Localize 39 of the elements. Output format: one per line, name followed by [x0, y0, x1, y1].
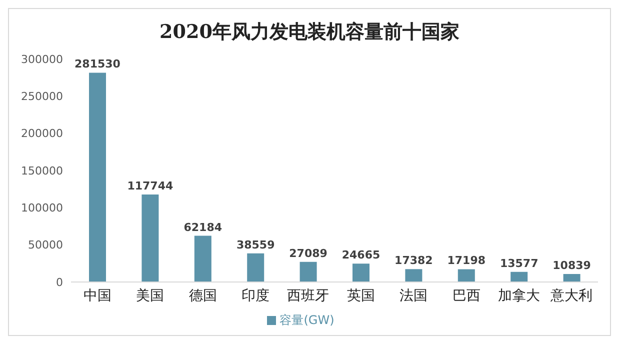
- x-tick-label: 中国: [83, 288, 112, 304]
- bar: [405, 269, 422, 282]
- y-tick-label: 200000: [21, 127, 63, 140]
- data-label: 281530: [74, 58, 121, 71]
- y-tick-label: 300000: [21, 52, 63, 66]
- x-tick-label: 印度: [241, 288, 270, 304]
- x-tick-label: 德国: [188, 288, 217, 304]
- data-label: 27089: [289, 246, 328, 260]
- y-tick-label: 0: [56, 276, 63, 289]
- data-label: 17198: [447, 254, 486, 268]
- data-label: 38559: [236, 238, 275, 252]
- y-tick-label: 250000: [21, 90, 63, 104]
- data-label: 117744: [127, 179, 174, 192]
- bar: [247, 253, 264, 282]
- y-tick-label: 100000: [21, 202, 63, 215]
- x-tick-label: 巴西: [452, 288, 480, 304]
- x-tick-label: 法国: [400, 288, 428, 304]
- data-label: 13577: [500, 256, 538, 270]
- data-label: 62184: [184, 220, 222, 234]
- bar: [352, 264, 370, 282]
- data-label: 10839: [552, 258, 591, 272]
- bar: [142, 194, 159, 282]
- data-label: 24665: [342, 248, 380, 262]
- bar: [89, 72, 106, 282]
- x-tick-label: 美国: [136, 288, 164, 304]
- bar: [458, 269, 475, 282]
- x-tick-label: 加拿大: [498, 288, 540, 304]
- y-tick-label: 150000: [21, 164, 63, 178]
- x-tick-label: 英国: [346, 288, 375, 304]
- bar: [510, 272, 528, 282]
- y-tick-label: 50000: [28, 238, 63, 252]
- x-tick-label: 西班牙: [287, 288, 330, 304]
- bar: [194, 236, 212, 282]
- data-label: 17382: [394, 254, 433, 268]
- legend-label: 容量(GW): [280, 313, 334, 327]
- x-tick-label: 意大利: [550, 288, 593, 304]
- chart-title: 2020年风力发电装机容量前十国家: [158, 20, 460, 45]
- bar: [300, 262, 317, 282]
- bar: [563, 274, 580, 282]
